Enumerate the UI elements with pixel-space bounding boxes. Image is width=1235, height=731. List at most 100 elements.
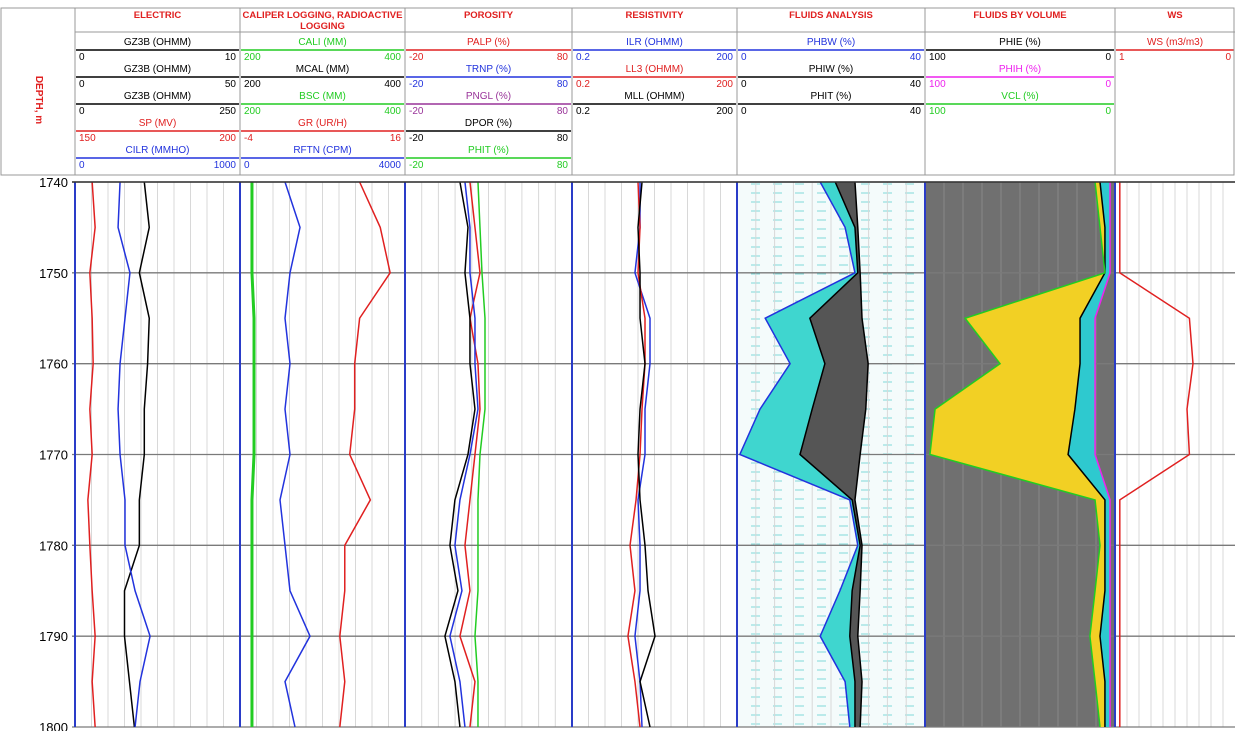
curve-name: PHBW (%): [806, 37, 856, 48]
log-curve: [117, 181, 151, 728]
log-curve: [929, 181, 1106, 728]
scale-max: 40: [909, 79, 921, 90]
scale-min: 0: [741, 106, 747, 117]
log-curve: [738, 181, 859, 728]
track-title: ELECTRIC: [133, 10, 182, 21]
scale-max: 200: [716, 52, 733, 63]
scale-max: 200: [716, 106, 733, 117]
curve-name: LL3 (OHMM): [625, 64, 684, 75]
fill-area: [1068, 182, 1111, 727]
scale-max: 0: [1225, 52, 1231, 63]
curve-name: TRNP (%): [465, 64, 512, 75]
log-curve: [123, 181, 151, 728]
scale-min: 200: [244, 79, 261, 90]
log-curve: [1119, 182, 1194, 727]
track-title: WS: [1167, 10, 1183, 21]
curve-name: PHIH (%): [998, 64, 1042, 75]
curve-name: CILR (MMHO): [125, 145, 190, 156]
scale-max: 40: [909, 106, 921, 117]
scale-min: 0: [79, 52, 85, 63]
log-curve: [444, 181, 476, 728]
scale-min: 0.2: [576, 79, 590, 90]
scale-max: 80: [556, 52, 568, 63]
curve-name: VCL (%): [1001, 91, 1039, 102]
scale-max: 10: [224, 52, 236, 63]
curve-name: GR (UR/H): [298, 118, 347, 129]
scale-max: 200: [716, 79, 733, 90]
scale-min: 1: [1119, 52, 1125, 63]
fill-area: [929, 182, 1105, 727]
curve-name: RFTN (CPM): [293, 145, 352, 156]
scale-max: 400: [384, 79, 401, 90]
scale-min: 100: [929, 52, 946, 63]
curve-name: DPOR (%): [464, 118, 513, 129]
scale-min: -20: [409, 52, 424, 63]
scale-max: 400: [384, 106, 401, 117]
scale-min: -20: [409, 79, 424, 90]
log-curve: [474, 181, 486, 727]
track-title: POROSITY: [463, 10, 514, 21]
scale-max: 80: [556, 133, 568, 144]
track-title: FLUIDS ANALYSIS: [789, 10, 873, 21]
scale-max: 0: [1105, 79, 1111, 90]
log-curve: [459, 181, 481, 728]
curve-name: GZ3B (OHMM): [123, 64, 192, 75]
scale-min: 0: [741, 52, 747, 63]
log-curve: [87, 181, 96, 728]
scale-min: 100: [929, 79, 946, 90]
log-curve: [634, 182, 651, 728]
y-tick-label: 1800: [39, 720, 68, 731]
curve-name: WS (m3/m3): [1146, 37, 1204, 48]
scale-max: 400: [384, 52, 401, 63]
scale-min: 0.2: [576, 52, 590, 63]
curves: [87, 181, 1194, 728]
curve-name: PHIT (%): [810, 91, 852, 102]
scale-max: 80: [556, 79, 568, 90]
scale-min: 0: [79, 79, 85, 90]
curve-name: GZ3B (OHMM): [123, 91, 192, 102]
scale-max: 0: [1105, 52, 1111, 63]
curve-name: PHIT (%): [468, 145, 509, 156]
y-tick-label: 1770: [39, 448, 68, 463]
track-title: CALIPER LOGGING, RADIOACTIVE LOGGING: [242, 10, 403, 32]
track-title: FLUIDS BY VOLUME: [973, 10, 1067, 21]
log-curve: [627, 181, 646, 728]
fill-area: [799, 182, 869, 727]
curve-name: PHIW (%): [808, 64, 854, 75]
curve-name: MLL (OHMM): [624, 91, 685, 102]
curve-name: PALP (%): [467, 37, 510, 48]
y-tick-label: 1750: [39, 266, 68, 281]
y-tick-label: 1760: [39, 357, 68, 372]
scale-min: -20: [409, 106, 424, 117]
scale-max: 16: [389, 133, 401, 144]
scale-min: 200: [244, 52, 261, 63]
scale-max: 1000: [213, 160, 236, 171]
scale-max: 0: [1105, 106, 1111, 117]
header-border: [0, 7, 1235, 176]
scale-min: 0: [79, 160, 85, 171]
y-tick-label: 1780: [39, 538, 68, 553]
scale-max: 250: [219, 106, 236, 117]
scale-min: 200: [244, 106, 261, 117]
scale-min: -20: [409, 133, 424, 144]
curve-name: PNGL (%): [465, 91, 512, 102]
curve-name: PHIE (%): [999, 37, 1041, 48]
log-curve: [339, 181, 391, 728]
curve-name: CALI (MM): [298, 37, 347, 48]
scale-max: 80: [556, 106, 568, 117]
log-curve: [250, 182, 256, 727]
scale-max: 80: [556, 160, 568, 171]
scale-min: 0: [244, 160, 250, 171]
curve-name: GZ3B (OHMM): [123, 37, 192, 48]
scale-min: -4: [244, 133, 253, 144]
y-tick-label: 1790: [39, 629, 68, 644]
y-tick-label: 1740: [39, 175, 68, 190]
curve-name: BSC (MM): [299, 91, 346, 102]
curve-name: SP (MV): [138, 118, 177, 129]
scale-max: 40: [909, 52, 921, 63]
scale-min: -20: [409, 160, 424, 171]
log-curve: [799, 181, 861, 727]
log-curve: [1094, 182, 1111, 727]
